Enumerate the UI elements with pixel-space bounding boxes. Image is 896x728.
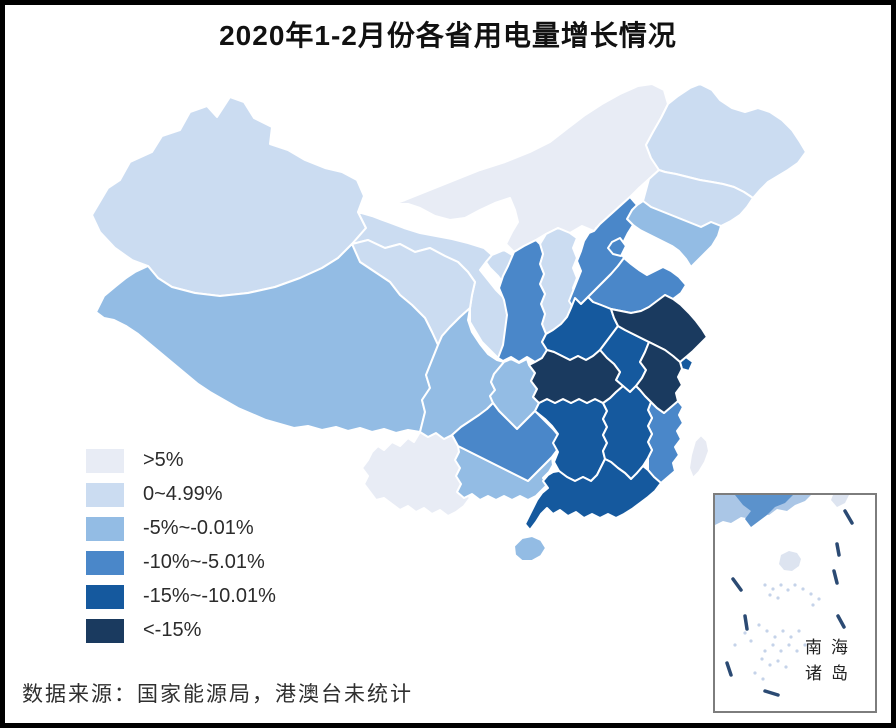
inset-boundary-dash-2 xyxy=(832,569,839,585)
province-jiangxi xyxy=(602,385,653,480)
province-guizhou xyxy=(451,402,564,482)
legend-swatch-1 xyxy=(86,482,124,507)
inset-island-dot-21 xyxy=(779,649,783,653)
south-china-sea-inset-map xyxy=(715,495,854,697)
legend-row-2: -5%~-0.01% xyxy=(86,516,276,541)
inset-island-dot-5 xyxy=(801,587,805,591)
inset-island-dot-24 xyxy=(803,643,807,647)
inset-island-dot-6 xyxy=(809,592,813,596)
inset-island-dot-29 xyxy=(733,643,737,647)
inset-boundary-dash-7 xyxy=(763,689,780,697)
inset-island-dot-8 xyxy=(776,596,780,600)
inset-island-dot-17 xyxy=(749,639,753,643)
inset-label: 南海 诸岛 xyxy=(805,635,857,687)
legend-row-4: -15%~-10.01% xyxy=(86,584,276,609)
inset-boundary-dash-0 xyxy=(843,509,854,525)
province-tianjin xyxy=(607,237,627,257)
south-china-sea-inset: 南海 诸岛 xyxy=(713,493,877,713)
inset-coast-medium xyxy=(735,495,793,527)
inset-boundary-dash-5 xyxy=(743,614,749,631)
inset-island-dot-10 xyxy=(817,597,821,601)
legend-swatch-2 xyxy=(86,516,124,541)
province-fujian xyxy=(647,400,684,484)
province-yunnan xyxy=(361,431,471,517)
region-taiwan-uncounted xyxy=(687,433,711,480)
inset-island-dot-4 xyxy=(793,583,797,587)
inset-island-dot-7 xyxy=(768,593,772,597)
legend-row-0: >5% xyxy=(86,448,276,473)
inset-boundary-dash-1 xyxy=(835,542,841,557)
inset-island-dot-23 xyxy=(795,649,799,653)
province-hainan xyxy=(513,535,547,562)
legend-label-1: 0~4.99% xyxy=(143,483,223,505)
legend-swatch-0 xyxy=(86,448,124,473)
page-title: 2020年1-2月份各省用电量增长情况 xyxy=(219,20,677,51)
province-guangdong xyxy=(524,458,662,531)
legend-label-2: -5%~-0.01% xyxy=(143,517,254,539)
inset-island-dot-26 xyxy=(768,663,772,667)
inset-boundary-dash-6 xyxy=(725,661,733,677)
inset-island-dot-11 xyxy=(757,623,761,627)
inset-island-dot-1 xyxy=(771,587,775,591)
province-liaoning xyxy=(626,200,722,268)
inset-island-dot-31 xyxy=(761,677,765,681)
legend-swatch-3 xyxy=(86,550,124,575)
inset-island-dot-12 xyxy=(765,629,769,633)
source-note: 数据来源：国家能源局，港澳台未统计 xyxy=(22,682,413,706)
legend-label-0: >5% xyxy=(143,449,184,471)
legend-row-1: 0~4.99% xyxy=(86,482,276,507)
legend-label-4: -15%~-10.01% xyxy=(143,585,276,607)
inset-island-dot-2 xyxy=(779,583,783,587)
legend-label-5: <-15% xyxy=(143,619,202,641)
province-hubei xyxy=(528,349,624,404)
inset-island-dot-28 xyxy=(784,665,788,669)
inset-island-dot-0 xyxy=(763,583,767,587)
inset-hainan-island xyxy=(779,551,801,571)
inset-island-dot-16 xyxy=(797,629,801,633)
legend-swatch-5 xyxy=(86,618,124,643)
inset-island-dot-13 xyxy=(773,635,777,639)
inset-taiwan-tip xyxy=(831,495,849,507)
inset-island-dot-18 xyxy=(743,631,747,635)
province-zhejiang xyxy=(635,341,683,414)
inset-island-dot-19 xyxy=(771,643,775,647)
inset-island-dot-3 xyxy=(786,588,790,592)
legend-row-3: -10%~-5.01% xyxy=(86,550,276,575)
inset-island-dot-15 xyxy=(789,635,793,639)
inset-label-line2: 诸岛 xyxy=(805,664,857,683)
legend: >5% 0~4.99% -5%~-0.01% -10%~-5.01% -15%~-10.… xyxy=(86,448,276,652)
inset-boundary-dash-4 xyxy=(731,577,743,592)
legend-swatch-4 xyxy=(86,584,124,609)
inset-island-dot-25 xyxy=(760,657,764,661)
inset-boundary-dash-3 xyxy=(836,614,846,629)
inset-island-dot-22 xyxy=(787,643,791,647)
province-xizang xyxy=(95,243,439,434)
inset-island-dot-14 xyxy=(781,629,785,633)
inset-label-line1: 南海 xyxy=(805,638,857,657)
legend-label-3: -10%~-5.01% xyxy=(143,551,265,573)
province-jiangsu xyxy=(610,294,708,363)
inset-island-dot-30 xyxy=(753,671,757,675)
inset-island-dot-9 xyxy=(811,603,815,607)
inset-island-dot-20 xyxy=(763,649,767,653)
inset-island-dot-27 xyxy=(776,659,780,663)
legend-row-5: <-15% xyxy=(86,618,276,643)
